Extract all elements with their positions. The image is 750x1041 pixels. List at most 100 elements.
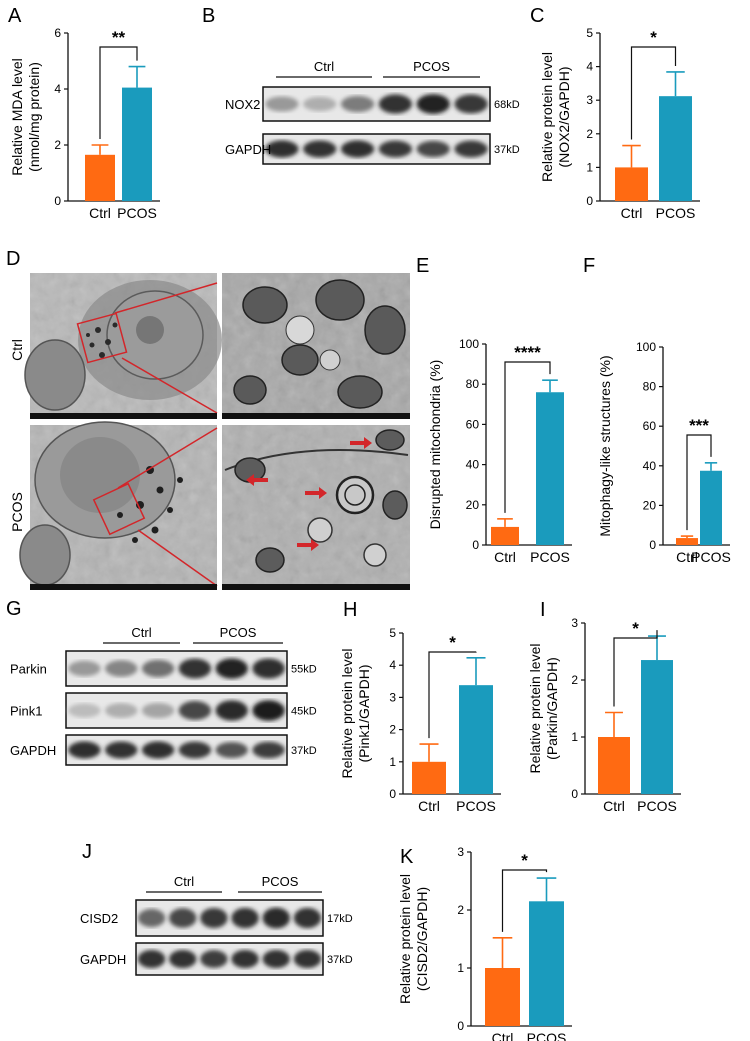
panel-label-b: B [202, 5, 215, 27]
blot-strip-b-gapdh [262, 133, 491, 165]
blot-size-label-g-pink1: 45kD [291, 706, 317, 718]
y-tick-label-a-1: 2 [54, 138, 61, 152]
category-label-i-1: PCOS [637, 798, 677, 814]
y-tick-label-c-4: 4 [586, 60, 593, 74]
blot-band-g-pink1-1 [105, 703, 138, 718]
y-tick-label-i-3: 3 [571, 616, 578, 630]
significance-bracket-k [501, 869, 548, 932]
significance-label-e: **** [514, 343, 541, 362]
blot-band-g-parkin-1 [105, 660, 138, 677]
significance-bracket-h [428, 651, 477, 739]
panel-label-g: G [6, 598, 22, 620]
blot-band-g-gapdh-3 [178, 741, 212, 759]
y-axis-label-c-0: Relative protein level [539, 52, 555, 182]
blot-band-b-gapdh-5 [454, 140, 488, 158]
category-label-h-1: PCOS [456, 798, 496, 814]
y-tick-label-c-0: 0 [586, 194, 593, 208]
blot-band-g-gapdh-2 [141, 741, 175, 759]
category-label-f-0: Ctrl [676, 549, 698, 565]
blot-strip-j-cisd2 [135, 899, 324, 937]
blot-row-label-g-pink1: Pink1 [10, 704, 43, 719]
blot-group-label-g-0: Ctrl [131, 625, 151, 640]
y-tick-label-f-5: 100 [636, 340, 656, 354]
bar-i-pcos [641, 660, 673, 794]
y-tick-label-e-2: 40 [466, 458, 480, 472]
y-tick-label-h-3: 3 [389, 690, 396, 704]
blot-group-label-j-1: PCOS [262, 874, 299, 889]
y-axis-label-k-1: (CISD2/GAPDH) [414, 887, 430, 991]
bar-c-ctrl [615, 167, 648, 201]
y-tick-label-k-3: 3 [457, 845, 464, 859]
chart-c: 0 1 2 3 4 5 Relative protein level (NOX2/GAPDH)… [539, 26, 700, 221]
blot-row-label-j-gapdh: GAPDH [80, 952, 126, 967]
panel-label-j: J [82, 841, 92, 863]
blot-band-g-parkin-4 [215, 658, 248, 679]
y-tick-label-h-2: 2 [389, 723, 396, 737]
chart-e: 0 20 40 60 80 100 Disrupted mitochondria (%) Ct… [427, 337, 572, 565]
significance-bracket-c [630, 46, 677, 140]
y-tick-label-i-1: 1 [571, 730, 578, 744]
category-label-c-1: PCOS [656, 205, 696, 221]
panel-label-c: C [530, 5, 544, 27]
bar-k-pcos [529, 901, 564, 1026]
y-axis-label-a-0: Relative MDA level [9, 58, 25, 176]
blot-band-g-pink1-3 [178, 701, 212, 720]
blot-band-j-cisd2-2 [200, 907, 228, 929]
blot-band-g-parkin-2 [141, 659, 175, 678]
chart-a: 0 2 4 6 Relative MDA level (nmol/mg protein) C… [9, 26, 160, 221]
blot-row-label-b-nox2: NOX2 [225, 97, 260, 112]
bar-c-pcos [659, 96, 692, 201]
blot-row-label-g-parkin: Parkin [10, 662, 47, 677]
blot-band-g-gapdh-0 [68, 741, 101, 759]
y-tick-label-c-5: 5 [586, 26, 593, 40]
blot-band-g-pink1-0 [68, 703, 101, 718]
blot-band-b-gapdh-2 [340, 140, 375, 158]
y-tick-label-k-2: 2 [457, 903, 464, 917]
bar-h-pcos [459, 685, 493, 794]
y-tick-label-f-1: 20 [643, 498, 657, 512]
y-axis-label-h-1: (Pink1/GAPDH) [356, 664, 372, 762]
category-label-k-1: PCOS [527, 1030, 567, 1041]
y-tick-label-c-3: 3 [586, 93, 593, 107]
blot-strip-g-pink1 [65, 692, 288, 729]
blot-size-label-g-gapdh: 37kD [291, 745, 317, 757]
category-label-a-0: Ctrl [89, 205, 111, 221]
blot-band-b-gapdh-1 [303, 140, 337, 158]
blot-size-label-b-nox2: 68kD [494, 99, 520, 111]
tem-micrographs-d: Ctrl PCOS [9, 273, 410, 590]
blot-band-j-cisd2-1 [169, 908, 197, 928]
blot-size-label-b-gapdh: 37kD [494, 144, 520, 156]
blot-band-g-pink1-2 [141, 702, 175, 719]
category-label-f-1: PCOS [691, 549, 731, 565]
blot-band-b-nox2-1 [303, 96, 337, 112]
panel-label-h: H [343, 599, 357, 621]
bar-a-ctrl [85, 154, 115, 201]
y-tick-label-e-5: 100 [459, 337, 479, 351]
blot-strip-b-nox2 [262, 86, 491, 122]
y-tick-label-c-1: 1 [586, 160, 593, 174]
significance-label-h: * [449, 633, 456, 652]
y-tick-label-c-2: 2 [586, 127, 593, 141]
blot-band-j-gapdh-2 [200, 950, 228, 968]
blot-band-j-gapdh-0 [137, 949, 166, 969]
bar-i-ctrl [598, 737, 630, 794]
y-tick-label-f-0: 0 [649, 538, 656, 552]
y-tick-label-i-2: 2 [571, 673, 578, 687]
blot-band-j-gapdh-3 [231, 949, 259, 969]
y-tick-label-a-2: 4 [54, 82, 61, 96]
chart-i: 0 1 2 3 Relative protein level (Parkin/GAPDH)… [527, 616, 681, 814]
panel-label-i: I [540, 599, 546, 621]
blot-band-b-nox2-5 [454, 94, 488, 114]
red-arrows [246, 437, 372, 551]
y-tick-label-h-4: 4 [389, 658, 396, 672]
significance-label-a: ** [112, 28, 126, 47]
blot-band-g-pink1-5 [252, 700, 285, 721]
blot-band-b-nox2-2 [340, 95, 375, 113]
significance-bracket-a [99, 46, 138, 139]
chart-f: 0 20 40 60 80 100 Mitophagy-like structures (%… [597, 340, 731, 565]
chart-h: 0 1 2 3 4 5 Relative protein level (Pink1/GAPDH… [339, 626, 501, 814]
micrograph-pcos-high-mag [222, 425, 410, 590]
y-tick-label-e-4: 80 [466, 377, 480, 391]
blot-size-label-j-gapdh: 37kD [327, 954, 353, 966]
